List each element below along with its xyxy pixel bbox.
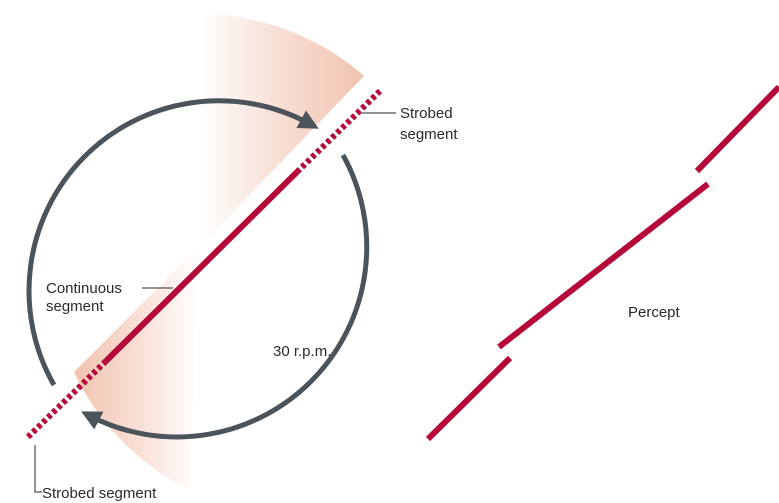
continuous-segment — [103, 169, 300, 364]
continuous-label-line2: segment — [46, 298, 104, 315]
strobed-top-label-line1: Strobed — [400, 105, 453, 122]
percept-segment-middle — [497, 181, 710, 350]
rotation-arrow-top — [26, 98, 319, 387]
percept-segment-top — [694, 84, 779, 174]
continuous-label-line1: Continuous — [46, 280, 122, 297]
motion-wedge-bottom — [74, 248, 198, 490]
percept-segment-bottom — [425, 355, 513, 442]
strobed-bottom-label: Strobed segment — [42, 485, 157, 502]
strobed-segment-top — [294, 87, 384, 175]
motion-wedge-top — [198, 14, 364, 248]
strobed-bottom-leader — [34, 445, 42, 493]
percept-label: Percept — [628, 304, 680, 321]
rotation-arrow-bottom — [81, 153, 370, 440]
strobed-top-label-line2: segment — [400, 126, 458, 143]
speed-label: 30 r.p.m. — [273, 343, 332, 360]
